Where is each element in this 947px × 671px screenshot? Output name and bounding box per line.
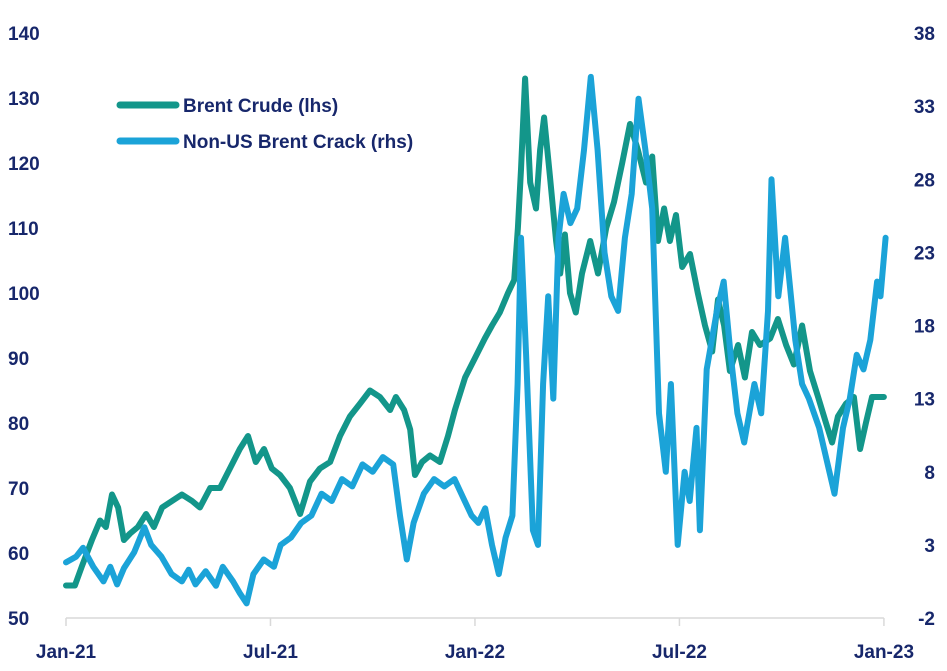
y-left-tick-label: 100 <box>8 284 40 305</box>
x-tick-label: Jan-21 <box>36 642 97 663</box>
y-left-tick-label: 80 <box>8 414 29 435</box>
legend: Brent Crude (lhs) Non-US Brent Crack (rh… <box>116 96 413 153</box>
y-left-tick-label: 90 <box>8 349 29 370</box>
legend-label-brent: Brent Crude (lhs) <box>183 96 338 117</box>
axes: Jan-21 Jul-21 Jan-22 Jul-22 Jan-23 50 60 70 80 90… <box>8 24 935 663</box>
y-left-tick-label: 60 <box>8 544 29 565</box>
y-right-tick-label: 23 <box>914 243 935 264</box>
x-tick-label: Jan-23 <box>854 642 914 663</box>
y-right-tick-label: 3 <box>924 536 935 557</box>
series-line-brent-crude <box>63 75 887 589</box>
y-right-tick-label: 18 <box>914 317 935 338</box>
y-right-tick-label: 8 <box>924 463 935 484</box>
y-left-tick-label: 140 <box>8 24 40 45</box>
series-lines <box>63 73 889 607</box>
y-left-tick-label: 110 <box>8 219 39 240</box>
x-tick-label: Jul-22 <box>652 642 707 663</box>
y-right-tick-label: 33 <box>914 97 935 118</box>
series-line-non-us-brent-crack <box>63 73 889 607</box>
y-right-tick-label: 13 <box>914 390 935 411</box>
y-left-tick-label: 120 <box>8 154 40 175</box>
y-right-tick-label: 28 <box>914 170 935 191</box>
y-right-tick-label: 38 <box>914 24 935 45</box>
legend-label-crack: Non-US Brent Crack (rhs) <box>183 132 413 153</box>
y-right-tick-label: -2 <box>918 609 935 630</box>
x-tick-label: Jul-21 <box>243 642 298 663</box>
y-left-tick-label: 70 <box>8 479 29 500</box>
x-tick-label: Jan-22 <box>445 642 505 663</box>
y-left-tick-label: 50 <box>8 609 29 630</box>
y-left-tick-label: 130 <box>8 89 40 110</box>
